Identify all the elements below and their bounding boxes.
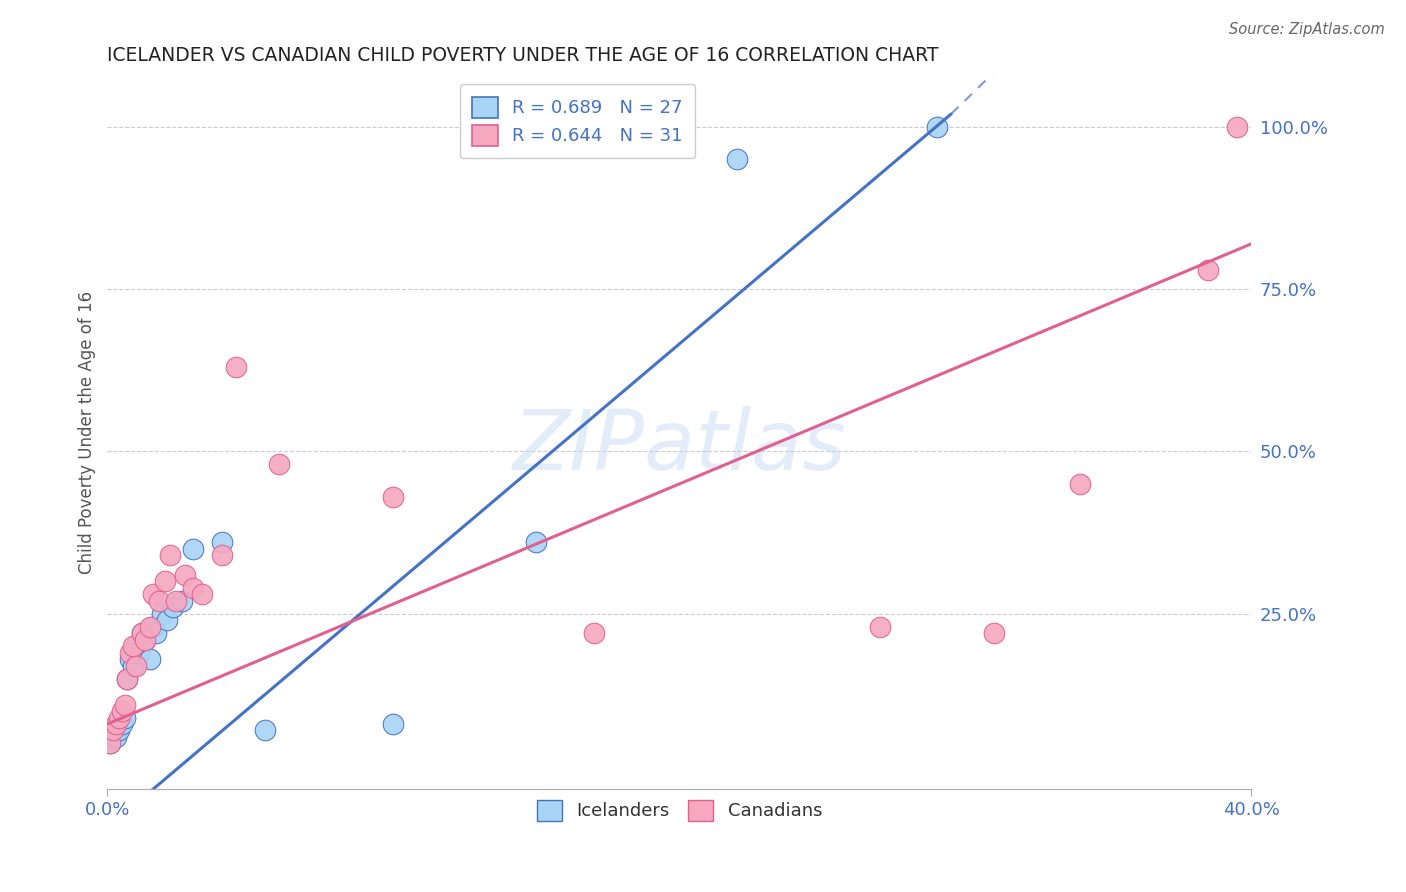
Point bbox=[156, 613, 179, 627]
Point bbox=[869, 620, 891, 634]
Point bbox=[582, 626, 605, 640]
Point bbox=[134, 632, 156, 647]
Point bbox=[1226, 120, 1249, 134]
Point bbox=[104, 730, 127, 744]
Point bbox=[128, 646, 150, 660]
Point bbox=[150, 607, 173, 621]
Point bbox=[114, 698, 136, 712]
Point bbox=[211, 549, 233, 563]
Point bbox=[117, 672, 139, 686]
Point bbox=[148, 593, 170, 607]
Point bbox=[170, 593, 193, 607]
Point bbox=[131, 626, 153, 640]
Legend: Icelanders, Canadians: Icelanders, Canadians bbox=[527, 791, 831, 830]
Point bbox=[98, 736, 121, 750]
Point bbox=[382, 717, 405, 731]
Point bbox=[211, 535, 233, 549]
Point bbox=[104, 717, 127, 731]
Point bbox=[98, 736, 121, 750]
Y-axis label: Child Poverty Under the Age of 16: Child Poverty Under the Age of 16 bbox=[79, 291, 96, 574]
Point bbox=[125, 658, 148, 673]
Point bbox=[139, 620, 162, 634]
Point bbox=[134, 632, 156, 647]
Point bbox=[181, 541, 204, 556]
Point bbox=[101, 723, 124, 738]
Text: ICELANDER VS CANADIAN CHILD POVERTY UNDER THE AGE OF 16 CORRELATION CHART: ICELANDER VS CANADIAN CHILD POVERTY UNDE… bbox=[107, 46, 939, 65]
Point bbox=[131, 626, 153, 640]
Point bbox=[139, 652, 162, 666]
Point bbox=[122, 639, 145, 653]
Point bbox=[181, 581, 204, 595]
Point bbox=[173, 567, 195, 582]
Point bbox=[114, 710, 136, 724]
Point bbox=[1198, 262, 1220, 277]
Point bbox=[101, 723, 124, 738]
Text: ZIPatlas: ZIPatlas bbox=[513, 406, 846, 487]
Point bbox=[162, 600, 184, 615]
Point bbox=[120, 646, 142, 660]
Point bbox=[225, 360, 247, 375]
Point bbox=[142, 587, 165, 601]
Point bbox=[111, 717, 134, 731]
Point bbox=[117, 672, 139, 686]
Point bbox=[382, 490, 405, 504]
Point bbox=[1069, 477, 1091, 491]
Point bbox=[142, 620, 165, 634]
Point bbox=[108, 710, 131, 724]
Point bbox=[725, 153, 748, 167]
Point bbox=[165, 593, 187, 607]
Point bbox=[120, 652, 142, 666]
Point bbox=[159, 549, 181, 563]
Point bbox=[925, 120, 948, 134]
Text: Source: ZipAtlas.com: Source: ZipAtlas.com bbox=[1229, 22, 1385, 37]
Point bbox=[191, 587, 214, 601]
Point bbox=[253, 723, 276, 738]
Point bbox=[983, 626, 1005, 640]
Point bbox=[125, 639, 148, 653]
Point bbox=[145, 626, 167, 640]
Point bbox=[122, 658, 145, 673]
Point bbox=[153, 574, 176, 589]
Point bbox=[524, 535, 547, 549]
Point bbox=[267, 458, 290, 472]
Point bbox=[111, 704, 134, 718]
Point bbox=[108, 723, 131, 738]
